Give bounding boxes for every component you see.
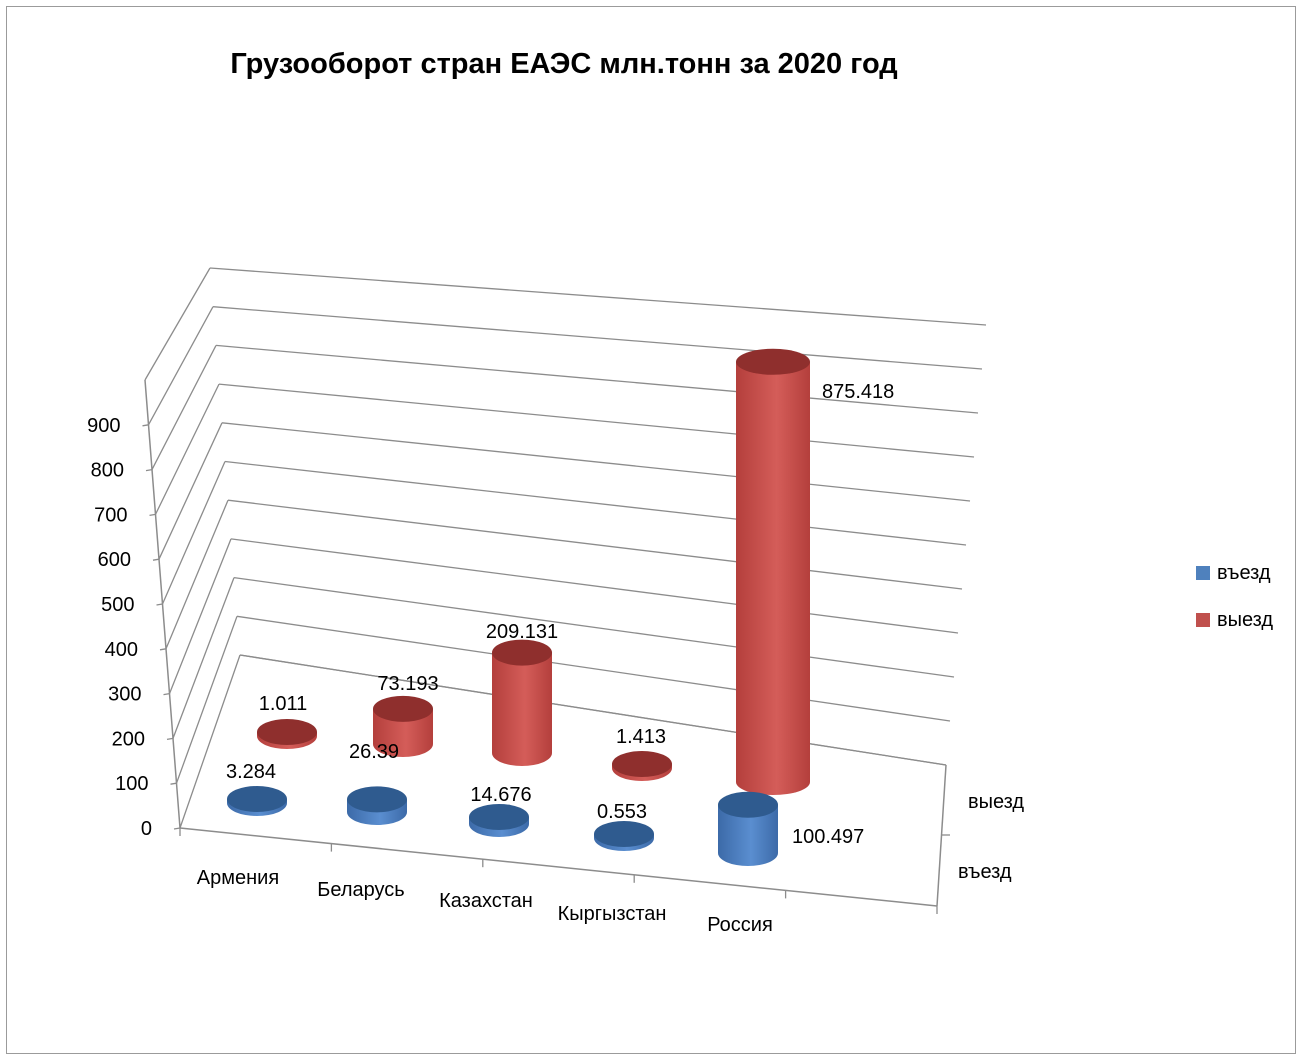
side-gridline	[172, 577, 235, 739]
side-gridline	[161, 461, 226, 605]
bar-body	[492, 652, 552, 766]
y-tick-label: 500	[101, 594, 134, 616]
data-labels: 3.284 26.39 14.676 0.553 100.497 1.011 73.193 2…	[226, 381, 894, 848]
depth-axis-labels: въезд выезд	[942, 791, 1024, 883]
chart-frame	[6, 6, 1296, 1054]
category-label-россия: Россия	[707, 914, 773, 936]
data-label-выезд-беларусь: 73.193	[377, 673, 438, 695]
bar-body	[718, 804, 778, 866]
bar-top	[612, 751, 672, 777]
y-tick-mark	[152, 558, 160, 561]
side-gridline	[147, 306, 214, 426]
y-tick-mark	[145, 468, 153, 472]
depth-label-выезд: выезд	[968, 791, 1024, 813]
bar-body	[373, 708, 433, 757]
y-tick-label: 100	[115, 773, 148, 795]
legend-label-выезд: выезд	[1217, 609, 1273, 631]
bar-выезд-беларусь	[373, 695, 433, 757]
y-tick-label: 900	[87, 415, 120, 437]
gridline	[224, 460, 967, 546]
y-tick-label: 300	[108, 684, 141, 706]
data-label-въезд-армения: 3.284	[226, 761, 276, 783]
chart-title: Грузооборот стран ЕАЭС млн.тонн за 2020 …	[230, 48, 897, 80]
y-tick-mark	[159, 648, 167, 651]
bar-въезд-кыргызстан	[594, 821, 654, 851]
category-label-кыргызстан: Кыргызстан	[558, 903, 667, 925]
bar-top	[347, 786, 407, 813]
data-label-выезд-казахстан: 209.131	[486, 621, 558, 643]
category-label-казахстан: Казахстан	[439, 890, 533, 912]
data-label-въезд-россия: 100.497	[792, 826, 864, 848]
y-tick-label: 600	[98, 549, 131, 571]
bar-top	[594, 821, 654, 847]
y-tick-label: 700	[94, 504, 127, 526]
bar-top	[257, 719, 317, 745]
y-tick-mark	[173, 827, 181, 830]
side-gridline	[151, 345, 217, 470]
bar-выезд-россия	[736, 348, 810, 795]
legend: въезд выезд	[1196, 562, 1273, 631]
depth-axis-line	[936, 764, 947, 907]
y-tick-label: 800	[91, 460, 124, 482]
side-gridline	[179, 654, 241, 829]
data-label-выезд-россия: 875.418	[822, 381, 894, 403]
depth-label-въезд: въезд	[958, 861, 1012, 883]
bar-выезд-кыргызстан	[612, 751, 672, 781]
gridline	[218, 383, 975, 458]
y-tick-mark	[142, 424, 149, 427]
y-tick-mark	[156, 603, 163, 606]
bar-top	[373, 695, 433, 722]
gridline	[233, 576, 955, 678]
bar-top	[492, 639, 552, 666]
gridline	[236, 615, 951, 722]
y-tick-mark	[149, 513, 156, 517]
y-tick-mark	[170, 782, 177, 785]
category-label-армения: Армения	[197, 867, 279, 889]
category-labels: Армения Беларусь Казахстан Кыргызстан Россия	[197, 867, 773, 936]
y-tick-label: 0	[141, 818, 152, 840]
legend-swatch-въезд	[1196, 566, 1210, 580]
bar-въезд-армения	[227, 786, 287, 816]
y-tick-label: 400	[105, 639, 138, 661]
bar-въезд-казахстан	[469, 803, 529, 837]
y-tick-mark	[163, 692, 170, 696]
y-tick-mark	[166, 737, 174, 741]
data-label-въезд-беларусь: 26.39	[349, 741, 399, 763]
gridline	[227, 499, 963, 590]
data-label-выезд-армения: 1.011	[259, 693, 308, 715]
bars	[227, 348, 810, 866]
side-gridline	[158, 422, 223, 560]
bar-body	[736, 361, 810, 795]
back-floor-line	[239, 654, 947, 766]
side-gridline	[165, 499, 229, 650]
category-label-беларусь: Беларусь	[317, 879, 404, 901]
data-label-въезд-казахстан: 14.676	[470, 784, 531, 806]
side-gridline	[168, 538, 232, 694]
legend-label-въезд: въезд	[1217, 562, 1271, 584]
y-axis-ticks: 0 100 200 300 400 500 600 700 800 900	[87, 415, 181, 840]
bar-въезд-беларусь	[347, 786, 407, 825]
data-label-въезд-кыргызстан: 0.553	[597, 801, 647, 823]
gridline	[215, 344, 979, 414]
bar-top	[736, 348, 810, 375]
bar-выезд-армения	[257, 719, 317, 749]
bar-выезд-казахстан	[492, 639, 552, 766]
bar-top	[469, 803, 529, 830]
side-gridline	[144, 267, 211, 381]
gridline	[221, 422, 971, 502]
x-axis-line	[179, 827, 938, 907]
gridline	[230, 538, 959, 634]
side-gridline	[154, 383, 220, 515]
bar-въезд-россия	[718, 791, 778, 866]
data-label-выезд-кыргызстан: 1.413	[616, 726, 666, 748]
bar-top	[227, 786, 287, 812]
y-tick-label: 200	[112, 728, 145, 750]
legend-swatch-выезд	[1196, 613, 1210, 627]
side-gridline	[175, 616, 238, 784]
gridline	[212, 306, 983, 370]
gridline	[209, 267, 987, 326]
bar-top	[718, 791, 778, 818]
